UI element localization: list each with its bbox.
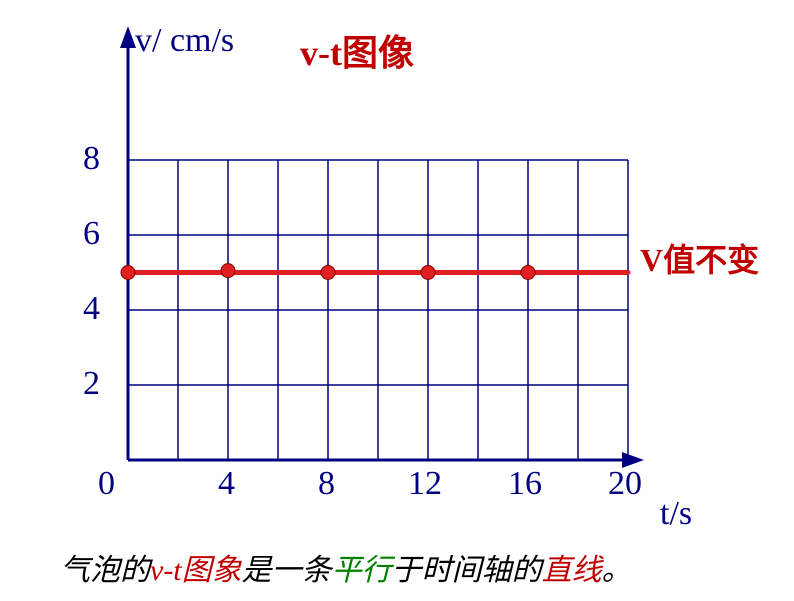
caption-part: 。 xyxy=(602,554,632,587)
y-tick-label: 8 xyxy=(83,140,100,178)
x-tick-label: 4 xyxy=(218,465,235,503)
caption-part: 气泡的 xyxy=(60,554,150,587)
y-tick-label: 6 xyxy=(83,215,100,253)
y-axis-label: v/ cm/s xyxy=(135,22,234,60)
chart-title: v-t图像 xyxy=(300,24,414,76)
caption-part: 直线 xyxy=(542,554,602,587)
x-tick-label: 16 xyxy=(508,465,542,503)
x-tick-label: 20 xyxy=(608,465,642,503)
x-axis-label: t/s xyxy=(660,495,692,533)
x-tick-label: 0 xyxy=(98,465,115,503)
x-tick-label: 8 xyxy=(318,465,335,503)
caption-text: 气泡的v-t图象是一条平行于时间轴的直线。 xyxy=(60,545,632,589)
caption-part: 于时间轴的 xyxy=(392,554,542,587)
x-tick-label: 12 xyxy=(408,465,442,503)
chart-container: v/ cm/s v-t图像 V值不变 t/s 2 4 6 8 0 4 8 12 16 20 气泡的… xyxy=(0,0,794,596)
caption-part: v-t图象 xyxy=(150,554,242,587)
caption-part: 是一条 xyxy=(242,554,332,587)
caption-part: 平行 xyxy=(332,554,392,587)
chart-annotation: V值不变 xyxy=(640,235,759,281)
y-tick-label: 4 xyxy=(83,290,100,328)
y-tick-label: 2 xyxy=(83,365,100,403)
